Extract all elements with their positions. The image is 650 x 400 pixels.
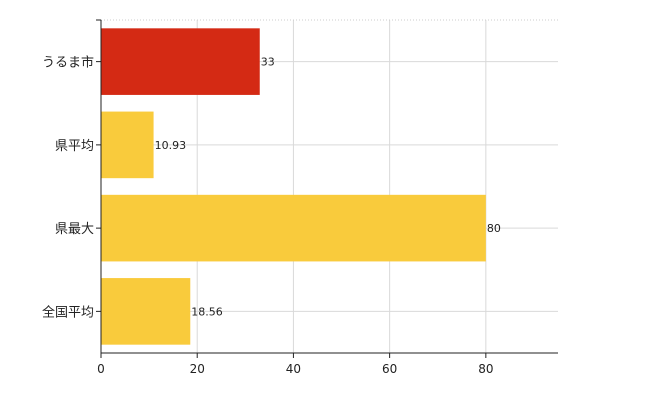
bar-3 xyxy=(101,278,191,345)
bar-1 xyxy=(101,111,154,179)
category-label-3: 全国平均 xyxy=(42,304,94,320)
category-label-1: 県平均 xyxy=(55,139,94,154)
data-label-1: 10.93 xyxy=(155,139,187,152)
bars xyxy=(101,28,486,345)
data-label-2: 80 xyxy=(487,222,501,235)
axes xyxy=(96,19,558,358)
x-tick-label-2: 40 xyxy=(286,362,301,376)
category-label-2: 県最大 xyxy=(55,222,94,237)
x-tick-label-1: 20 xyxy=(190,362,205,376)
data-label-3: 18.56 xyxy=(191,305,223,318)
x-tick-label-3: 60 xyxy=(382,362,397,376)
category-label-0: うるま市 xyxy=(42,55,94,71)
bar-0 xyxy=(101,28,260,95)
bar-2 xyxy=(101,194,486,262)
x-tick-label-4: 80 xyxy=(478,362,493,376)
data-label-0: 33 xyxy=(261,56,275,69)
x-tick-label-0: 0 xyxy=(97,362,105,376)
